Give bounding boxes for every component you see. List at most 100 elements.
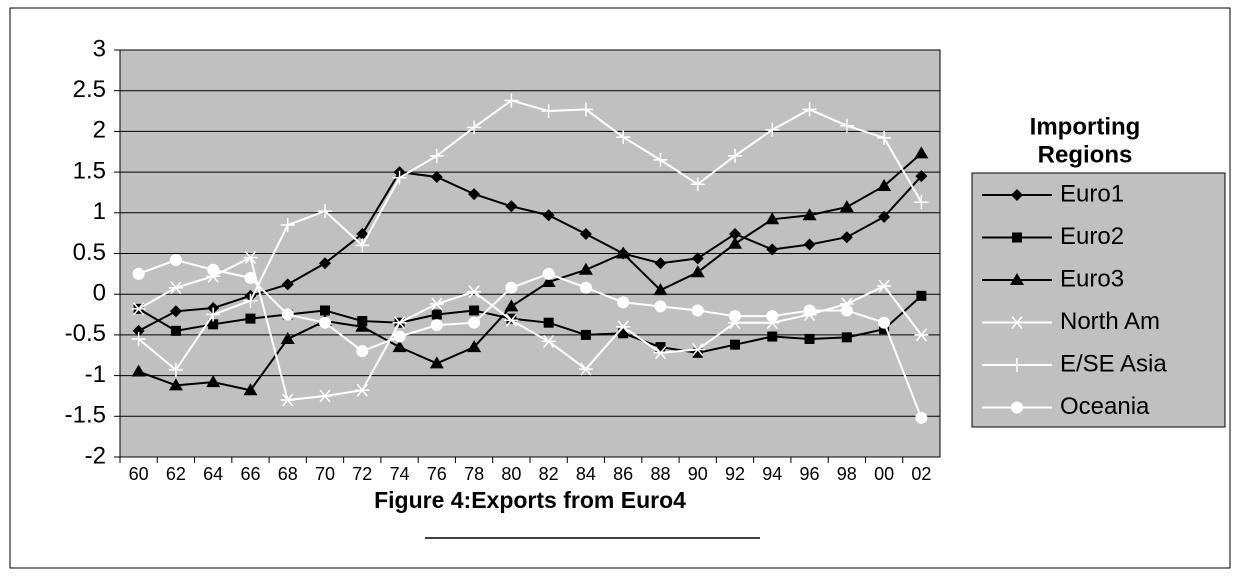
legend-box: [971, 172, 1226, 428]
marker: [840, 231, 853, 244]
x-tick-label: 62: [166, 464, 186, 484]
x-tick-label: 92: [725, 464, 745, 484]
y-tick-label: 0.5: [73, 239, 106, 266]
marker: [766, 243, 779, 256]
x-tick-label: 70: [315, 464, 335, 484]
y-tick-label: 2.5: [73, 76, 106, 103]
marker: [579, 227, 592, 240]
marker: [914, 328, 929, 342]
marker: [541, 274, 556, 287]
y-tick-label: 2: [93, 117, 106, 144]
legend-title: Regions: [1038, 141, 1133, 168]
marker: [169, 305, 182, 318]
y-tick-label: -1: [85, 361, 106, 388]
legend-marker: [1011, 401, 1023, 414]
x-tick-label: 74: [390, 464, 410, 484]
marker: [767, 331, 778, 342]
legend-marker: [1010, 358, 1024, 372]
marker: [318, 389, 332, 403]
marker: [766, 310, 779, 323]
series-line: [137, 99, 923, 372]
marker: [840, 304, 853, 317]
marker: [915, 411, 928, 424]
legend-label: Euro3: [1060, 265, 1124, 292]
marker: [467, 285, 482, 299]
x-tick-label: 64: [203, 464, 223, 484]
marker: [839, 200, 854, 213]
marker: [429, 356, 444, 369]
legend-marker: [1010, 316, 1024, 329]
marker: [429, 148, 444, 163]
series-line: [138, 256, 923, 402]
marker: [541, 104, 556, 119]
marker: [320, 305, 330, 316]
marker: [803, 304, 816, 317]
marker: [691, 304, 704, 317]
marker: [692, 347, 703, 358]
y-tick-label: 0: [93, 280, 106, 307]
marker: [728, 148, 742, 163]
marker: [169, 254, 182, 267]
marker: [653, 283, 668, 296]
marker: [356, 227, 369, 240]
marker: [245, 313, 256, 324]
marker: [506, 313, 517, 324]
legend-marker: [1011, 189, 1023, 201]
x-tick-label: 94: [762, 464, 782, 484]
marker: [690, 177, 705, 192]
marker: [617, 296, 630, 309]
marker: [504, 93, 519, 108]
marker: [467, 340, 482, 353]
legend-marker: [1012, 232, 1022, 243]
marker: [355, 319, 370, 332]
series-line: [138, 295, 923, 354]
x-tick-label: 88: [650, 464, 670, 484]
x-tick-label: 90: [688, 464, 708, 484]
marker: [729, 227, 741, 240]
series-line: [138, 171, 923, 332]
x-tick-label: 60: [129, 464, 149, 484]
marker: [916, 290, 927, 301]
marker: [729, 310, 741, 323]
marker: [280, 393, 295, 407]
marker: [319, 257, 331, 270]
marker: [280, 218, 295, 233]
x-tick-label: 98: [837, 464, 857, 484]
y-tick-label: 1: [93, 198, 106, 225]
marker: [914, 146, 929, 159]
marker: [616, 130, 631, 145]
x-tick-label: 86: [613, 464, 633, 484]
marker: [504, 313, 519, 327]
marker: [878, 316, 891, 329]
marker: [765, 122, 780, 137]
marker: [730, 339, 740, 350]
marker: [541, 334, 556, 348]
marker: [542, 267, 555, 280]
marker: [131, 331, 146, 346]
x-tick-label: 02: [911, 464, 931, 484]
legend-label: Euro2: [1060, 223, 1124, 250]
marker: [578, 102, 593, 117]
marker: [206, 307, 221, 322]
x-tick-label: 78: [464, 464, 484, 484]
marker: [690, 343, 705, 357]
marker: [542, 209, 555, 222]
y-tick-label: 1.5: [73, 157, 106, 184]
marker: [392, 170, 407, 185]
marker: [131, 302, 146, 316]
marker: [430, 319, 443, 332]
marker: [841, 332, 852, 343]
marker: [802, 208, 817, 221]
marker: [467, 120, 482, 135]
x-tick-label: 00: [874, 464, 894, 484]
marker: [243, 251, 258, 265]
y-tick-label: -2: [85, 442, 106, 469]
marker: [804, 333, 815, 344]
marker: [655, 342, 666, 353]
x-tick-label: 68: [278, 464, 298, 484]
marker: [803, 238, 816, 251]
marker: [618, 328, 629, 339]
marker: [431, 309, 442, 320]
marker: [208, 319, 219, 330]
x-tick-label: 96: [800, 464, 820, 484]
